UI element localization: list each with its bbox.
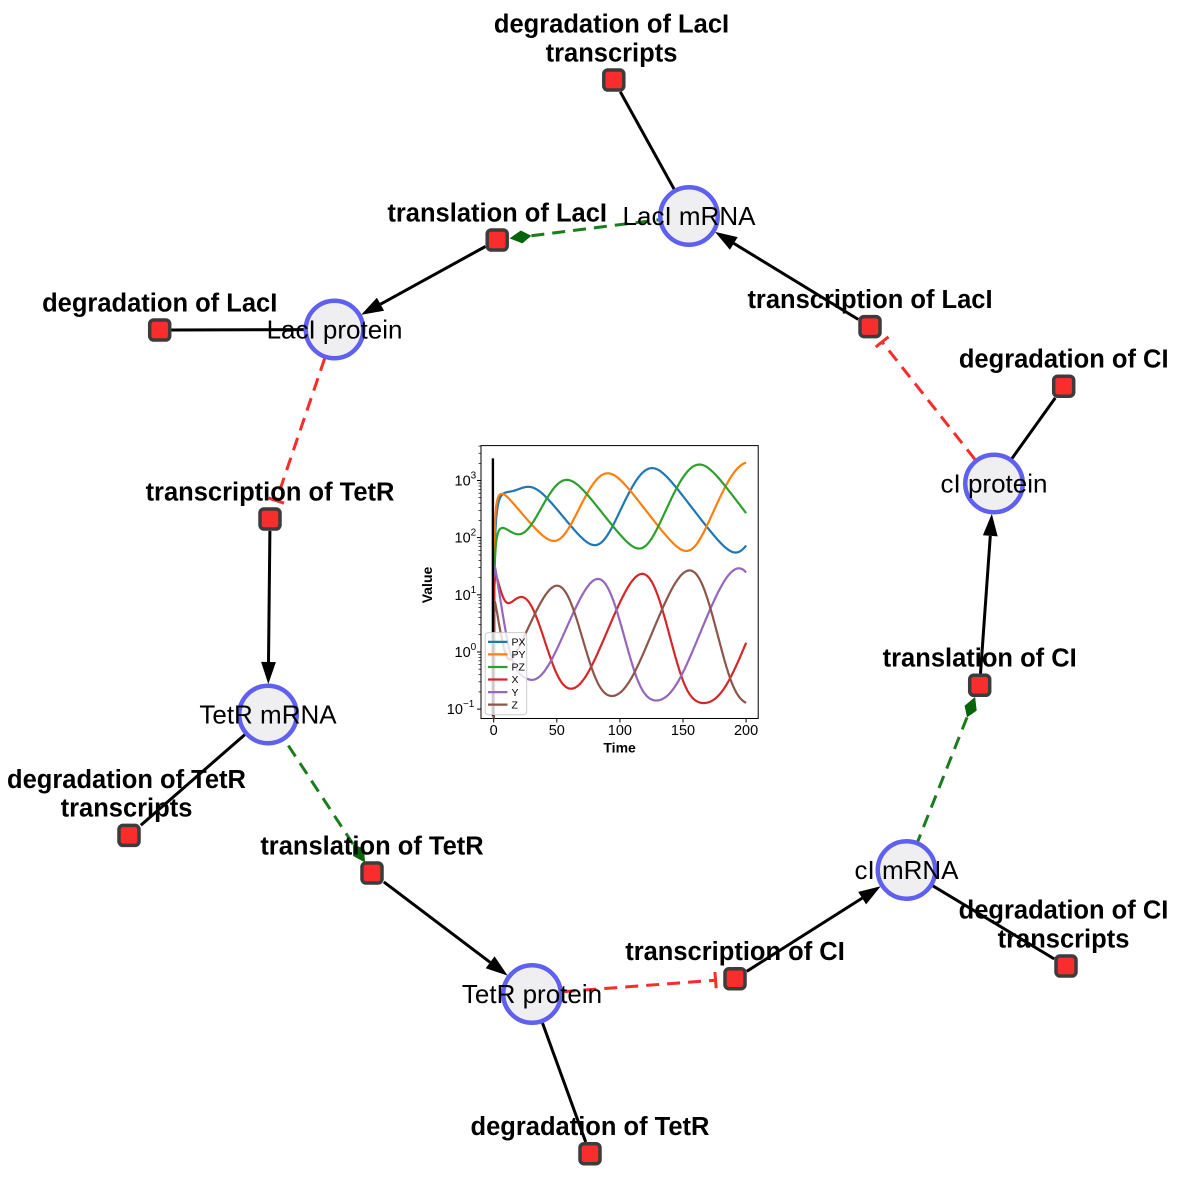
svg-text:PX: PX	[512, 637, 526, 649]
svg-text:50: 50	[549, 723, 565, 739]
svg-text:150: 150	[671, 723, 695, 739]
svg-text:0: 0	[490, 723, 498, 739]
svg-text:Time: Time	[603, 739, 636, 755]
svg-text:degradation of CI: degradation of CI	[959, 897, 1169, 925]
svg-text:degradation of CI: degradation of CI	[959, 346, 1169, 374]
svg-text:transcription of TetR: transcription of TetR	[146, 478, 395, 506]
svg-text:Y: Y	[512, 687, 519, 699]
svg-text:TetR protein: TetR protein	[462, 979, 602, 1009]
svg-text:LacI mRNA: LacI mRNA	[623, 201, 757, 231]
svg-text:degradation of TetR: degradation of TetR	[471, 1113, 710, 1141]
svg-text:TetR mRNA: TetR mRNA	[199, 700, 337, 730]
svg-text:X: X	[512, 674, 519, 686]
svg-text:Z: Z	[512, 699, 519, 711]
svg-text:transcripts: transcripts	[998, 925, 1130, 953]
svg-text:100: 100	[608, 723, 632, 739]
svg-text:Value: Value	[419, 567, 435, 604]
svg-text:degradation of LacI: degradation of LacI	[494, 11, 729, 39]
svg-text:translation of CI: translation of CI	[883, 645, 1077, 673]
svg-text:cI mRNA: cI mRNA	[855, 855, 960, 885]
svg-text:translation of LacI: translation of LacI	[387, 199, 607, 227]
svg-text:transcripts: transcripts	[546, 39, 678, 67]
svg-text:transcription of CI: transcription of CI	[625, 938, 845, 966]
svg-text:200: 200	[734, 723, 758, 739]
svg-text:translation of TetR: translation of TetR	[260, 832, 483, 860]
svg-text:cI protein: cI protein	[941, 469, 1048, 499]
svg-text:PZ: PZ	[512, 662, 526, 674]
svg-text:transcripts: transcripts	[61, 795, 193, 823]
svg-text:transcription of LacI: transcription of LacI	[747, 286, 992, 314]
svg-text:PY: PY	[512, 649, 526, 661]
svg-text:degradation of TetR: degradation of TetR	[7, 766, 246, 794]
svg-text:degradation of LacI: degradation of LacI	[42, 289, 277, 317]
svg-text:LacI protein: LacI protein	[267, 315, 403, 345]
